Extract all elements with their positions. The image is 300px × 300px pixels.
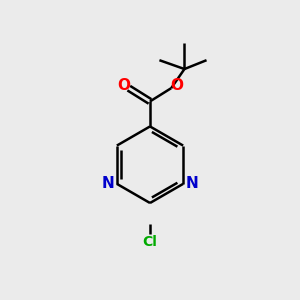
- Text: N: N: [185, 176, 198, 191]
- Text: O: O: [170, 78, 183, 93]
- Text: N: N: [102, 176, 115, 191]
- Text: Cl: Cl: [142, 236, 158, 249]
- Text: O: O: [117, 78, 130, 93]
